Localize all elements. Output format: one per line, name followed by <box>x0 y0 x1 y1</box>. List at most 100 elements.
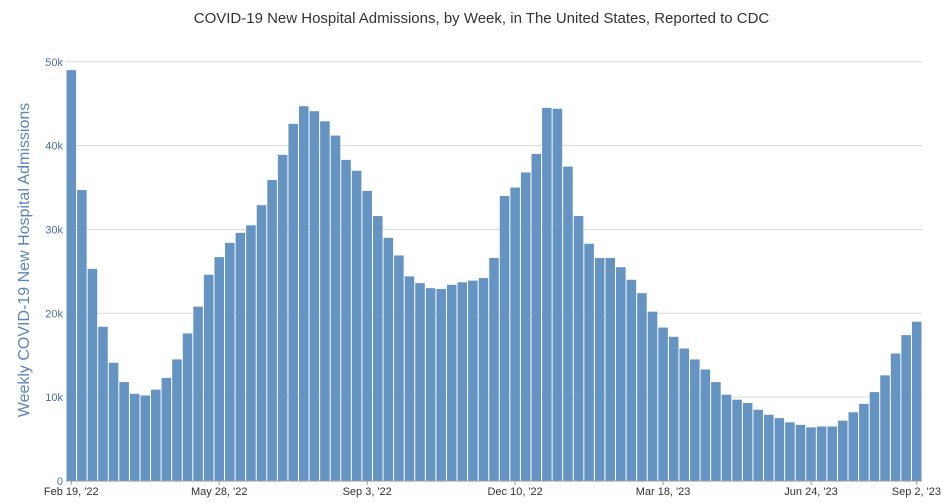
y-tick-label: 10k <box>45 392 63 404</box>
bar[interactable] <box>415 283 425 481</box>
bar[interactable] <box>658 327 668 481</box>
bar[interactable] <box>267 179 277 482</box>
bar[interactable] <box>711 382 721 481</box>
bar[interactable] <box>66 70 77 482</box>
bar[interactable] <box>848 412 859 481</box>
bar[interactable] <box>309 111 320 482</box>
bar[interactable] <box>98 326 108 481</box>
x-tick-label: Jun 24, '23 <box>784 486 837 498</box>
bar[interactable] <box>763 414 774 481</box>
bar[interactable] <box>827 426 837 482</box>
bar[interactable] <box>383 237 394 481</box>
bar[interactable] <box>468 280 478 481</box>
bar[interactable] <box>753 409 763 481</box>
bars <box>66 70 922 482</box>
bar[interactable] <box>489 257 499 481</box>
bar[interactable] <box>774 418 785 481</box>
bar[interactable] <box>478 278 489 481</box>
bar[interactable] <box>626 279 637 481</box>
y-tick-label: 50k <box>45 57 63 69</box>
bar[interactable] <box>837 420 848 481</box>
x-tick-label: Dec 10, '22 <box>487 486 542 498</box>
y-tick-label: 40k <box>45 141 63 153</box>
bar[interactable] <box>690 359 700 481</box>
bar[interactable] <box>742 403 753 481</box>
y-tick-labels: 0 10k 20k 30k 40k 50k <box>45 57 63 488</box>
bar[interactable] <box>510 187 520 482</box>
bar[interactable] <box>161 377 172 481</box>
bar[interactable] <box>668 336 679 481</box>
y-tick-label: 20k <box>45 308 63 320</box>
y-axis-title: Weekly COVID-19 New Hospital Admissions <box>16 103 33 417</box>
bar[interactable] <box>531 154 542 481</box>
bar[interactable] <box>637 293 647 481</box>
bar[interactable] <box>277 154 288 481</box>
bar[interactable] <box>214 257 225 481</box>
bar[interactable] <box>172 359 182 481</box>
bar[interactable] <box>499 195 510 482</box>
bar[interactable] <box>542 107 552 481</box>
bar[interactable] <box>869 392 880 481</box>
bar[interactable] <box>108 362 119 481</box>
bar[interactable] <box>225 242 235 481</box>
bar[interactable] <box>573 216 584 482</box>
bar[interactable] <box>552 108 563 481</box>
bar[interactable] <box>785 422 795 481</box>
bar[interactable] <box>140 395 151 481</box>
bar[interactable] <box>436 288 446 481</box>
bar[interactable] <box>732 399 742 481</box>
bar[interactable] <box>816 426 827 482</box>
bar[interactable] <box>394 255 404 481</box>
x-tick-labels: Feb 19, '22 May 28, '22 Sep 3, '22 Dec 10, … <box>44 481 941 498</box>
bar[interactable] <box>594 257 605 481</box>
bar[interactable] <box>203 274 214 481</box>
x-tick-label: Feb 19, '22 <box>44 486 99 498</box>
bar[interactable] <box>647 311 658 481</box>
bar[interactable] <box>911 321 922 481</box>
bar[interactable] <box>298 106 309 482</box>
bar[interactable] <box>119 382 129 481</box>
y-tick-label: 30k <box>45 224 63 236</box>
bar[interactable] <box>446 284 457 481</box>
bar[interactable] <box>351 170 362 481</box>
bar[interactable] <box>320 121 330 482</box>
bar[interactable] <box>182 333 193 481</box>
bar[interactable] <box>151 389 161 481</box>
bar[interactable] <box>362 190 372 481</box>
x-tick-label: May 28, '22 <box>191 486 248 498</box>
bar[interactable] <box>372 216 383 482</box>
bar[interactable] <box>880 375 890 481</box>
bar[interactable] <box>457 282 468 481</box>
bar[interactable] <box>246 225 256 481</box>
bar[interactable] <box>563 166 573 481</box>
x-tick-label: Mar 18, '23 <box>636 486 691 498</box>
chart-title: COVID-19 New Hospital Admissions, by Wee… <box>193 10 770 27</box>
bar[interactable] <box>520 172 531 481</box>
bar[interactable] <box>235 232 246 481</box>
bar[interactable] <box>425 288 436 481</box>
bar[interactable] <box>77 190 87 482</box>
x-tick-label: Sep 2, '23 <box>892 486 941 498</box>
bar[interactable] <box>721 394 732 481</box>
bar[interactable] <box>700 369 711 481</box>
bar[interactable] <box>679 348 690 481</box>
bar[interactable] <box>330 135 341 482</box>
bar[interactable] <box>193 306 203 481</box>
x-tick-label: Sep 3, '22 <box>343 486 392 498</box>
bar[interactable] <box>859 403 869 481</box>
bar[interactable] <box>584 243 594 481</box>
bar[interactable] <box>890 353 901 481</box>
bar[interactable] <box>901 335 911 481</box>
bar[interactable] <box>256 205 267 481</box>
bar[interactable] <box>605 257 616 481</box>
bar[interactable] <box>87 268 98 481</box>
y-tick-label: 0 <box>57 476 63 488</box>
bar[interactable] <box>795 424 806 481</box>
bar[interactable] <box>806 427 816 481</box>
bar[interactable] <box>288 123 298 481</box>
bar[interactable] <box>341 159 351 481</box>
bar[interactable] <box>616 267 626 481</box>
bar[interactable] <box>129 393 140 481</box>
bar[interactable] <box>404 276 415 481</box>
